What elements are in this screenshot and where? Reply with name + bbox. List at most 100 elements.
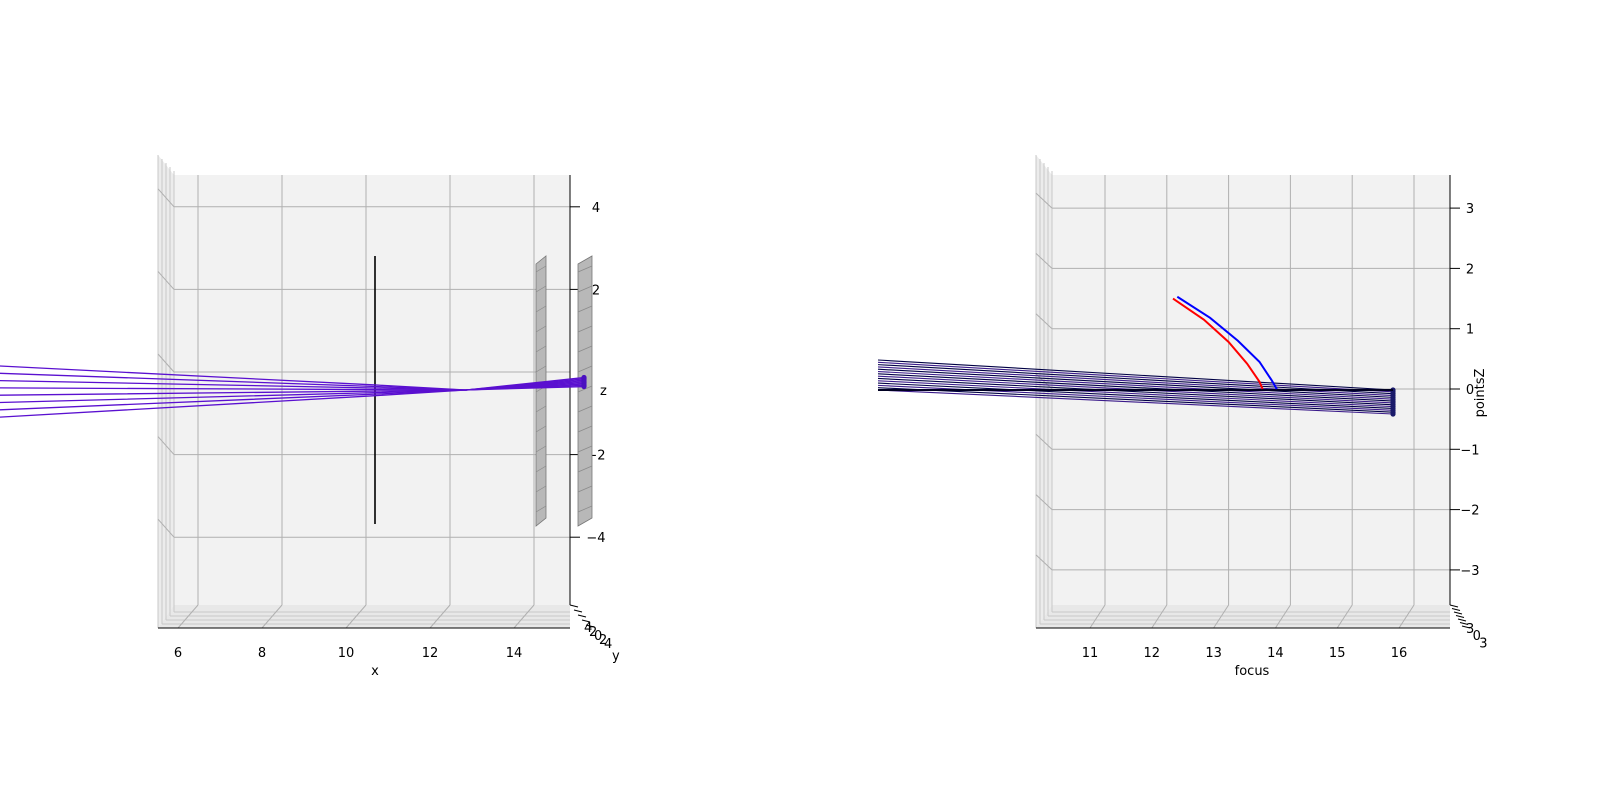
z-grid-side-line	[1035, 192, 1053, 209]
y-tick	[1449, 604, 1459, 608]
y-tick-label: 0	[1473, 629, 1481, 644]
y-tick	[1453, 611, 1463, 615]
ray	[877, 382, 1394, 410]
y-axis-label: y	[612, 649, 620, 664]
screen-grid	[535, 425, 547, 433]
z-grid-side-line	[157, 518, 175, 538]
x-grid-floor-line	[1089, 604, 1106, 629]
z-tick-label: 2	[1466, 262, 1474, 277]
z-axis-label: z	[600, 384, 607, 399]
x-tick-label: 14	[1267, 646, 1284, 661]
x-grid-floor-line	[513, 604, 535, 629]
z-grid-side-line	[157, 271, 175, 290]
x-tick-label: 15	[1329, 646, 1346, 661]
x-tick-label: 8	[258, 646, 266, 661]
ray	[877, 370, 1394, 400]
z-grid-side-line	[1035, 554, 1053, 571]
screen-grid	[577, 505, 593, 513]
screen-grid	[535, 345, 547, 353]
x-grid-floor-line	[1336, 604, 1353, 629]
y-tick-label: 4	[604, 637, 612, 652]
screen-grid	[535, 405, 547, 413]
y-tick	[585, 624, 595, 628]
x-axis-label: focus	[1235, 664, 1270, 679]
screen-grid	[535, 485, 547, 493]
screen-plane	[535, 255, 547, 527]
screen-grid	[535, 285, 547, 293]
z-grid-side-line	[157, 353, 175, 373]
y-tick	[569, 604, 579, 608]
z-axis-label: pointsZ	[1473, 368, 1488, 417]
ray	[877, 373, 1394, 402]
y-tick-label: 2	[599, 633, 607, 648]
screen-grid	[577, 285, 593, 293]
z-grid-side-line	[1035, 313, 1053, 330]
ray-endpoint	[1390, 411, 1396, 417]
x-grid-floor-line	[177, 604, 199, 629]
ray	[0, 385, 586, 418]
z-tick-label: 0	[1466, 383, 1474, 398]
x-tick-label: 16	[1391, 646, 1408, 661]
screen-grid	[577, 265, 593, 273]
red-focus-curve	[1172, 297, 1264, 390]
screen-plane	[577, 255, 593, 527]
z-tick-label: 3	[1466, 202, 1474, 217]
x-tick-label: 14	[506, 646, 523, 661]
y-tick	[581, 619, 591, 623]
blue-focus-curve	[1176, 295, 1278, 390]
screen-grid	[577, 325, 593, 333]
screen-grid	[535, 365, 547, 373]
y-tick	[577, 614, 587, 618]
ray	[877, 389, 1394, 415]
screen-grid	[577, 365, 593, 373]
screen-grid	[535, 325, 547, 333]
y-tick-label: 4	[584, 621, 592, 636]
y-tick	[1457, 618, 1467, 622]
z-grid-side-line	[1035, 253, 1053, 269]
screen-grid	[577, 405, 593, 413]
z-tick-label: −1	[1460, 443, 1479, 458]
y-tick-label: 0	[594, 629, 602, 644]
screen-grid	[577, 385, 593, 393]
ray	[877, 368, 1394, 398]
x-tick-label: 12	[422, 646, 439, 661]
x-tick-label: 12	[1144, 646, 1161, 661]
x-axis-label: x	[371, 664, 379, 679]
screen-grid	[577, 305, 593, 313]
screen-grid	[577, 425, 593, 433]
z-grid-side-line	[157, 436, 175, 455]
screen-grid	[577, 485, 593, 493]
z-tick-label: 1	[1466, 323, 1474, 338]
y-tick-label: 3	[1466, 622, 1474, 637]
z-grid-side-line	[1035, 494, 1053, 510]
ray	[877, 377, 1394, 406]
x-tick-label: 6	[174, 646, 182, 661]
y-tick-label: 2	[589, 625, 597, 640]
ray	[877, 364, 1394, 395]
x-grid-floor-line	[1274, 604, 1291, 629]
z-tick-label: 4	[592, 201, 600, 216]
screen-grid	[535, 465, 547, 473]
x-grid-floor-line	[429, 604, 451, 629]
ray	[877, 359, 1394, 391]
x-tick-label: 10	[338, 646, 355, 661]
z-tick-label: −2	[1460, 504, 1479, 519]
x-grid-floor-line	[261, 604, 283, 629]
ray	[877, 387, 1394, 413]
screen-grid	[577, 345, 593, 353]
ray	[877, 380, 1394, 408]
z-grid-side-line	[1035, 433, 1053, 450]
screen-grid	[535, 265, 547, 273]
z-grid-side-line	[1035, 373, 1053, 390]
screen-grid	[535, 505, 547, 513]
ray-endpoint	[581, 383, 587, 390]
y-tick	[1451, 608, 1461, 611]
z-tick-label: 2	[592, 283, 600, 298]
screen-grid	[535, 305, 547, 313]
z-tick-label: −3	[1460, 564, 1479, 579]
x-grid-floor-line	[1398, 604, 1415, 629]
screen-grid	[535, 445, 547, 453]
